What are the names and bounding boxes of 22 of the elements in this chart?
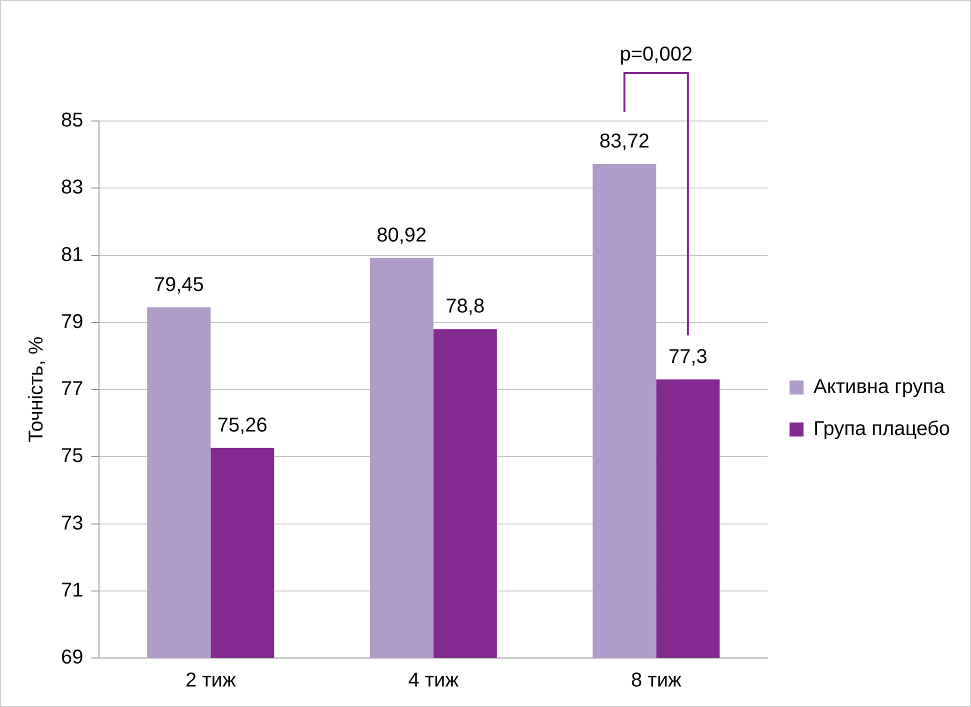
text: p=0,002 xyxy=(620,44,693,66)
data-label: 77,3 xyxy=(668,346,708,368)
data-label: 83,72 xyxy=(599,130,650,152)
y-axis-title: Точність, % xyxy=(26,336,48,442)
data-label: 79,45 xyxy=(154,274,204,296)
legend-label: Група плацебо xyxy=(814,418,950,440)
legend-label: Активна група xyxy=(814,376,946,398)
y-tick-label: 69 xyxy=(60,646,84,669)
y-tick-label: 79 xyxy=(60,310,84,333)
y-tick-label: 83 xyxy=(60,176,84,199)
x-tick-label: 2 тиж xyxy=(185,670,236,692)
y-tick-label: 73 xyxy=(60,512,84,534)
y-tick-label: 71 xyxy=(60,579,84,602)
x-tick-label: 4 тиж xyxy=(408,670,460,692)
y-tick-label: 85 xyxy=(60,110,84,132)
y-tick-label: 75 xyxy=(60,445,84,468)
data-label: 80,92 xyxy=(376,224,427,246)
x-tick-label: 8 тиж xyxy=(630,670,682,692)
data-label: 78,8 xyxy=(446,296,485,318)
data-label: 75,26 xyxy=(217,414,268,436)
y-tick-label: 81 xyxy=(60,244,84,266)
y-tick-label: 77 xyxy=(60,378,84,400)
